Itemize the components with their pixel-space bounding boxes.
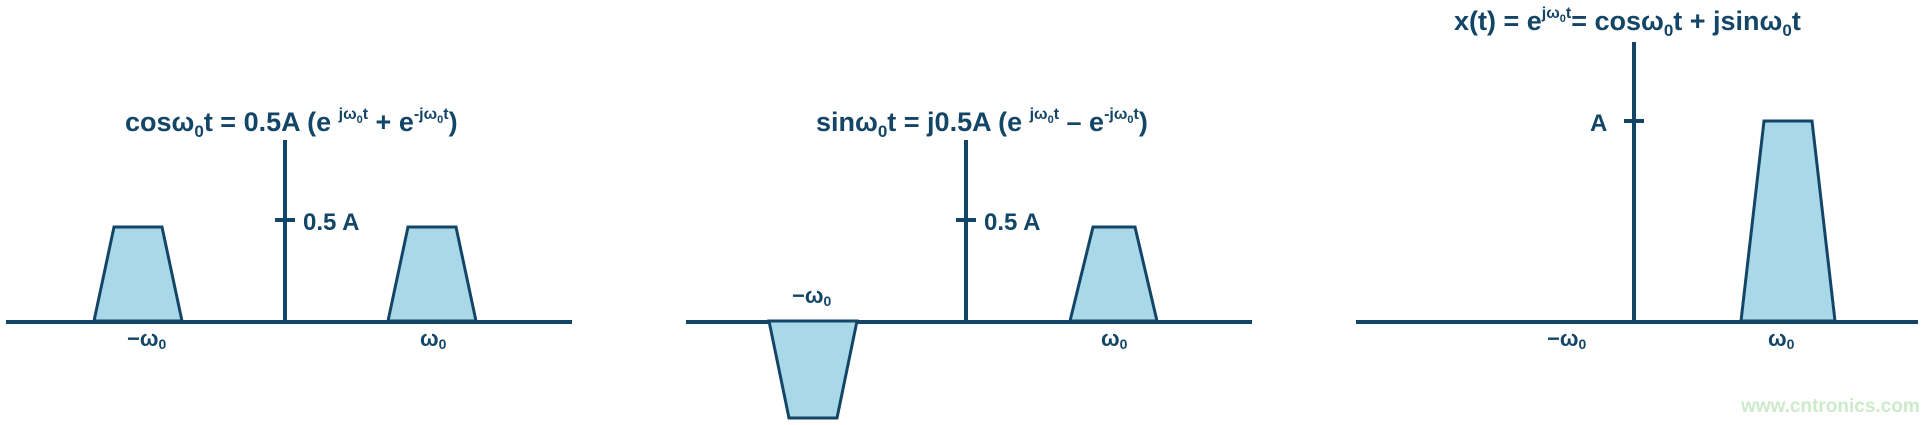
svg-text:ω0: ω0 [1768,326,1795,352]
svg-text:x(t) = ejω0t= cosω0t + jsinω0t: x(t) = ejω0t= cosω0t + jsinω0t [1454,5,1801,40]
svg-text:A: A [1590,110,1607,137]
svg-text:ω0: ω0 [1101,326,1128,352]
svg-text:−ω0: −ω0 [127,326,166,352]
svg-text:sinω0t = j0.5A (e jω0t – e-jω0: sinω0t = j0.5A (e jω0t – e-jω0t) [816,106,1148,141]
svg-text:−ω0: −ω0 [1547,326,1586,352]
svg-text:cosω0t = 0.5A (e jω0t + e-jω0t: cosω0t = 0.5A (e jω0t + e-jω0t) [125,106,458,141]
svg-text:0.5 A: 0.5 A [984,209,1040,236]
svg-text:−ω0: −ω0 [792,283,831,309]
svg-text:www.cntronics.com: www.cntronics.com [1740,396,1920,417]
svg-text:ω0: ω0 [420,326,447,352]
svg-text:0.5 A: 0.5 A [303,209,359,236]
